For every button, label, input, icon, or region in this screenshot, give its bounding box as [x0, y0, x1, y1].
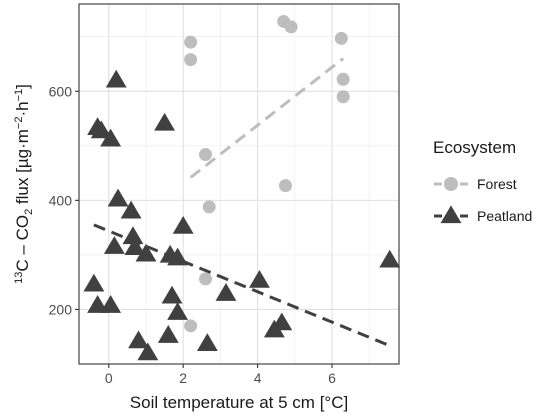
peatland-point — [103, 236, 125, 254]
legend-forest-marker — [444, 177, 458, 191]
forest-point — [199, 148, 213, 162]
forest-point — [334, 31, 348, 45]
x-tick-label: 0 — [105, 370, 113, 386]
peatland-point — [83, 273, 105, 292]
peatland-point — [154, 112, 176, 131]
peatland-point — [215, 283, 237, 301]
forest-point — [336, 72, 350, 86]
y-axis-title-part4: ] — [13, 84, 32, 89]
forest-trend-line — [189, 57, 345, 179]
panel-border — [78, 3, 400, 365]
y-axis-title-sub: 2 — [23, 209, 35, 215]
forest-point — [202, 200, 216, 214]
x-tick-label: 4 — [254, 370, 262, 386]
forest-point — [184, 319, 198, 333]
x-axis-title: Soil temperature at 5 cm [°C] — [130, 393, 348, 412]
peatland-point — [196, 333, 218, 352]
legend-peatland-marker — [440, 205, 462, 224]
y-tick-label: 600 — [49, 83, 73, 99]
peatland-point — [107, 188, 129, 207]
legend: Ecosystem Forest Peatland — [433, 138, 532, 224]
y-axis-title-sup1: 13 — [13, 272, 25, 284]
peatland-point — [137, 342, 159, 361]
forest-point — [184, 35, 198, 49]
y-axis-title-part3: ·h — [13, 101, 32, 116]
peatland-point — [120, 200, 142, 219]
trend-lines — [93, 57, 389, 347]
legend-peatland-label: Peatland — [477, 208, 532, 224]
x-tick-label: 6 — [328, 370, 336, 386]
forest-point — [336, 90, 350, 104]
peatland-point — [128, 330, 149, 349]
y-axis-title-part1: C – CO — [13, 215, 32, 272]
peatland-point — [135, 243, 157, 262]
peatland-point — [161, 285, 183, 304]
peatland-point — [167, 247, 189, 266]
peatland-point — [100, 295, 122, 313]
data-points — [83, 14, 401, 361]
peatland-point — [105, 69, 127, 88]
axis-ticks: 0 2 4 6 200 400 600 — [49, 83, 336, 386]
peatland-point — [379, 249, 401, 268]
peatland-trend-line — [93, 223, 389, 347]
peatland-point — [167, 302, 189, 320]
y-axis-title-sup3: −1 — [13, 89, 25, 102]
peatland-point — [100, 128, 122, 147]
peatland-point — [263, 319, 285, 338]
peatland-point — [249, 269, 270, 288]
peatland-point — [172, 215, 194, 234]
forest-point — [279, 179, 293, 193]
peatland-point — [124, 237, 146, 256]
y-axis-title-part2: flux [µg·m — [13, 129, 32, 209]
y-tick-label: 400 — [49, 192, 73, 208]
x-tick-label: 2 — [179, 370, 187, 386]
legend-forest-label: Forest — [477, 176, 517, 192]
y-axis-title-sup2: −2 — [13, 117, 25, 130]
legend-title: Ecosystem — [433, 138, 516, 157]
forest-point — [284, 20, 298, 34]
y-axis-title: 13C – CO2 flux [µg·m−2·h−1] — [13, 84, 35, 284]
forest-point — [184, 53, 198, 67]
peatland-point — [122, 226, 144, 245]
peatland-point — [90, 120, 112, 139]
peatland-point — [157, 325, 179, 343]
y-tick-label: 200 — [49, 301, 73, 317]
forest-point — [199, 272, 213, 286]
grid-major — [79, 4, 399, 364]
